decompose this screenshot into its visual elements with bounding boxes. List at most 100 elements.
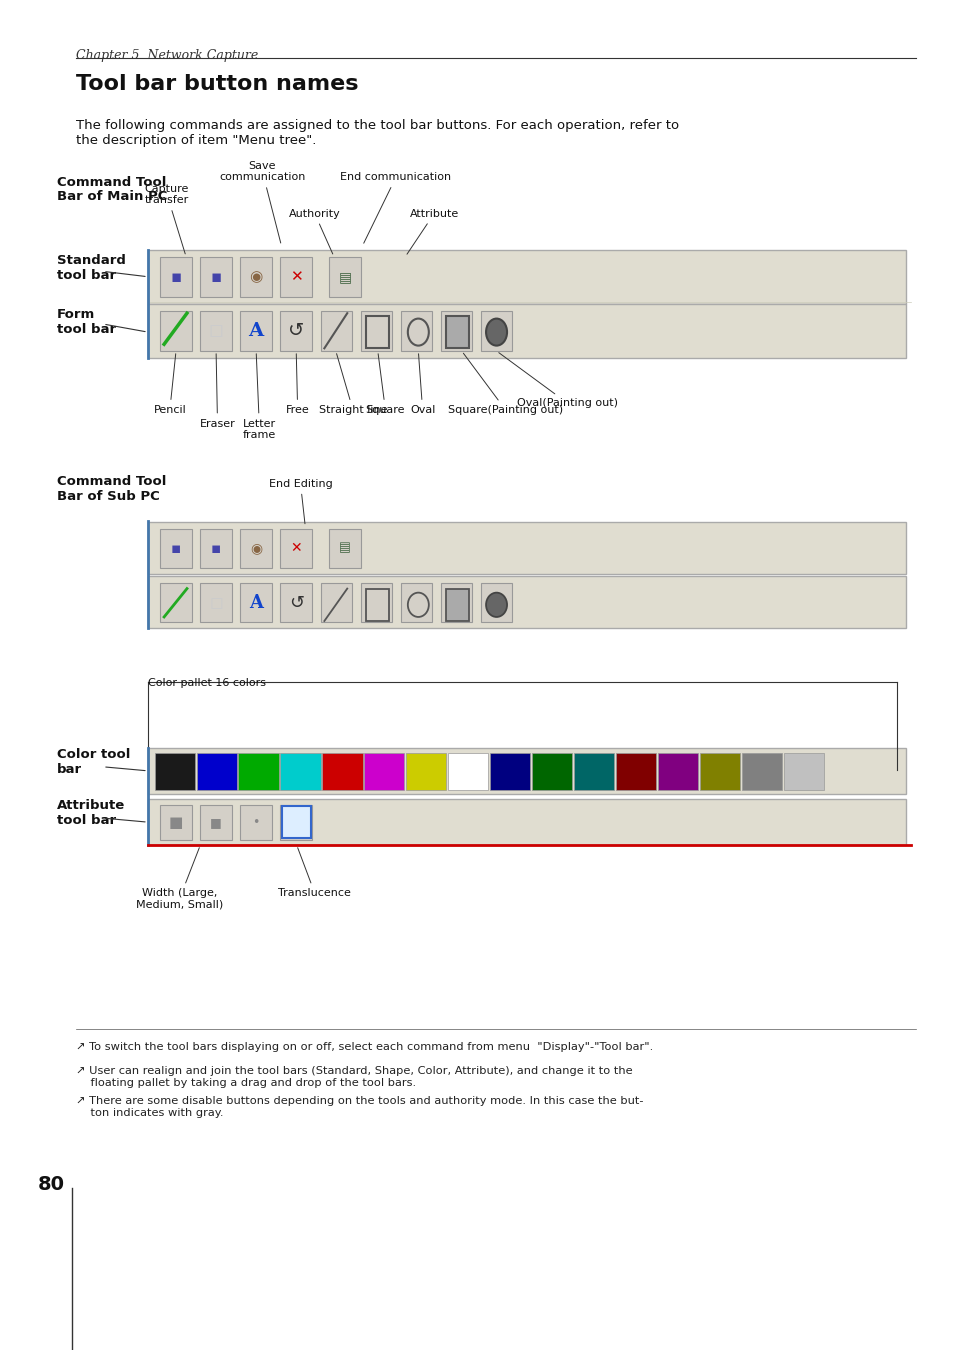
FancyBboxPatch shape [200, 529, 232, 568]
FancyBboxPatch shape [240, 310, 272, 351]
Text: ✕: ✕ [290, 269, 302, 285]
FancyBboxPatch shape [360, 583, 392, 622]
Text: ▪: ▪ [171, 540, 181, 556]
Text: ■: ■ [210, 815, 222, 829]
Text: ■: ■ [169, 814, 183, 830]
FancyBboxPatch shape [160, 805, 192, 840]
FancyBboxPatch shape [148, 304, 905, 358]
FancyBboxPatch shape [280, 529, 312, 568]
FancyBboxPatch shape [280, 310, 312, 351]
FancyBboxPatch shape [160, 529, 192, 568]
FancyBboxPatch shape [240, 583, 272, 622]
Text: ▪: ▪ [171, 267, 181, 286]
FancyBboxPatch shape [480, 583, 512, 622]
FancyBboxPatch shape [148, 748, 905, 794]
Bar [783, 753, 823, 790]
FancyBboxPatch shape [160, 310, 192, 351]
Bar [366, 589, 389, 621]
Text: Standard
tool bar: Standard tool bar [57, 254, 126, 282]
Bar [364, 753, 404, 790]
FancyBboxPatch shape [280, 805, 312, 840]
Text: Tool bar button names: Tool bar button names [76, 74, 358, 94]
FancyBboxPatch shape [440, 310, 472, 351]
Text: ↗ There are some disable buttons depending on the tools and authority mode. In t: ↗ There are some disable buttons dependi… [76, 1096, 643, 1118]
FancyBboxPatch shape [320, 583, 352, 622]
Text: ▪: ▪ [211, 267, 221, 286]
Text: Command Tool
Bar of Main PC: Command Tool Bar of Main PC [57, 176, 168, 204]
FancyBboxPatch shape [360, 310, 392, 351]
Text: Oval: Oval [410, 354, 435, 414]
FancyBboxPatch shape [320, 310, 352, 351]
Text: Color pallet 16 colors: Color pallet 16 colors [148, 678, 266, 687]
Bar [406, 753, 446, 790]
Text: Oval(Painting out): Oval(Painting out) [498, 352, 618, 408]
FancyBboxPatch shape [240, 529, 272, 568]
Text: ▤: ▤ [338, 270, 351, 284]
Bar [741, 753, 781, 790]
Text: Capture
transfer: Capture transfer [145, 184, 189, 254]
Text: Square: Square [365, 354, 405, 414]
Bar [532, 753, 572, 790]
Bar [446, 589, 469, 621]
FancyBboxPatch shape [480, 310, 512, 351]
Bar [574, 753, 614, 790]
Bar [282, 806, 311, 838]
Text: ✕: ✕ [290, 541, 302, 555]
Text: Width (Large,
Medium, Small): Width (Large, Medium, Small) [135, 848, 223, 910]
Text: Authority: Authority [289, 209, 340, 254]
FancyBboxPatch shape [440, 583, 472, 622]
FancyBboxPatch shape [148, 799, 905, 845]
Bar [196, 753, 236, 790]
Text: ↺: ↺ [289, 594, 303, 613]
Ellipse shape [485, 593, 506, 617]
FancyBboxPatch shape [329, 256, 360, 297]
Text: The following commands are assigned to the tool bar buttons. For each operation,: The following commands are assigned to t… [76, 119, 679, 147]
Text: Free: Free [286, 354, 309, 414]
Text: Square(Painting out): Square(Painting out) [448, 354, 562, 414]
FancyBboxPatch shape [329, 529, 360, 568]
Text: ↺: ↺ [288, 321, 304, 340]
Bar [700, 753, 740, 790]
Text: Straight line: Straight line [318, 354, 387, 414]
FancyBboxPatch shape [148, 522, 905, 574]
FancyBboxPatch shape [160, 583, 192, 622]
Text: ◉: ◉ [250, 269, 262, 285]
Bar [322, 753, 362, 790]
Text: ▤: ▤ [338, 541, 351, 555]
FancyBboxPatch shape [148, 250, 905, 304]
Text: ◉: ◉ [250, 541, 262, 555]
Text: •: • [253, 815, 259, 829]
Bar [280, 753, 320, 790]
Bar [154, 753, 194, 790]
Ellipse shape [485, 319, 506, 346]
Text: End communication: End communication [340, 173, 451, 243]
Text: Command Tool
Bar of Sub PC: Command Tool Bar of Sub PC [57, 475, 167, 504]
FancyBboxPatch shape [280, 256, 312, 297]
FancyBboxPatch shape [240, 256, 272, 297]
Bar [490, 753, 530, 790]
FancyBboxPatch shape [280, 583, 312, 622]
Text: Color tool
bar: Color tool bar [57, 748, 131, 776]
FancyBboxPatch shape [200, 256, 232, 297]
Text: Save
communication: Save communication [219, 161, 305, 243]
Text: End Editing: End Editing [269, 479, 332, 524]
Text: Attribute: Attribute [407, 209, 458, 254]
Bar [446, 316, 469, 348]
Bar [238, 753, 278, 790]
FancyBboxPatch shape [400, 310, 432, 351]
Text: Letter
frame: Letter frame [243, 354, 275, 440]
Text: Translucence: Translucence [278, 848, 351, 898]
FancyBboxPatch shape [200, 583, 232, 622]
Bar [616, 753, 656, 790]
FancyBboxPatch shape [200, 805, 232, 840]
Text: ↗ To switch the tool bars displaying on or off, select each command from menu  ": ↗ To switch the tool bars displaying on … [76, 1042, 653, 1052]
Text: Chapter 5  Network Capture: Chapter 5 Network Capture [76, 49, 258, 62]
Bar [448, 753, 488, 790]
Text: ↗ User can realign and join the tool bars (Standard, Shape, Color, Attribute), a: ↗ User can realign and join the tool bar… [76, 1066, 632, 1088]
Text: ◻: ◻ [209, 321, 223, 340]
Text: ◻: ◻ [209, 594, 223, 613]
FancyBboxPatch shape [148, 576, 905, 628]
Bar [366, 316, 389, 348]
FancyBboxPatch shape [200, 310, 232, 351]
FancyBboxPatch shape [160, 256, 192, 297]
